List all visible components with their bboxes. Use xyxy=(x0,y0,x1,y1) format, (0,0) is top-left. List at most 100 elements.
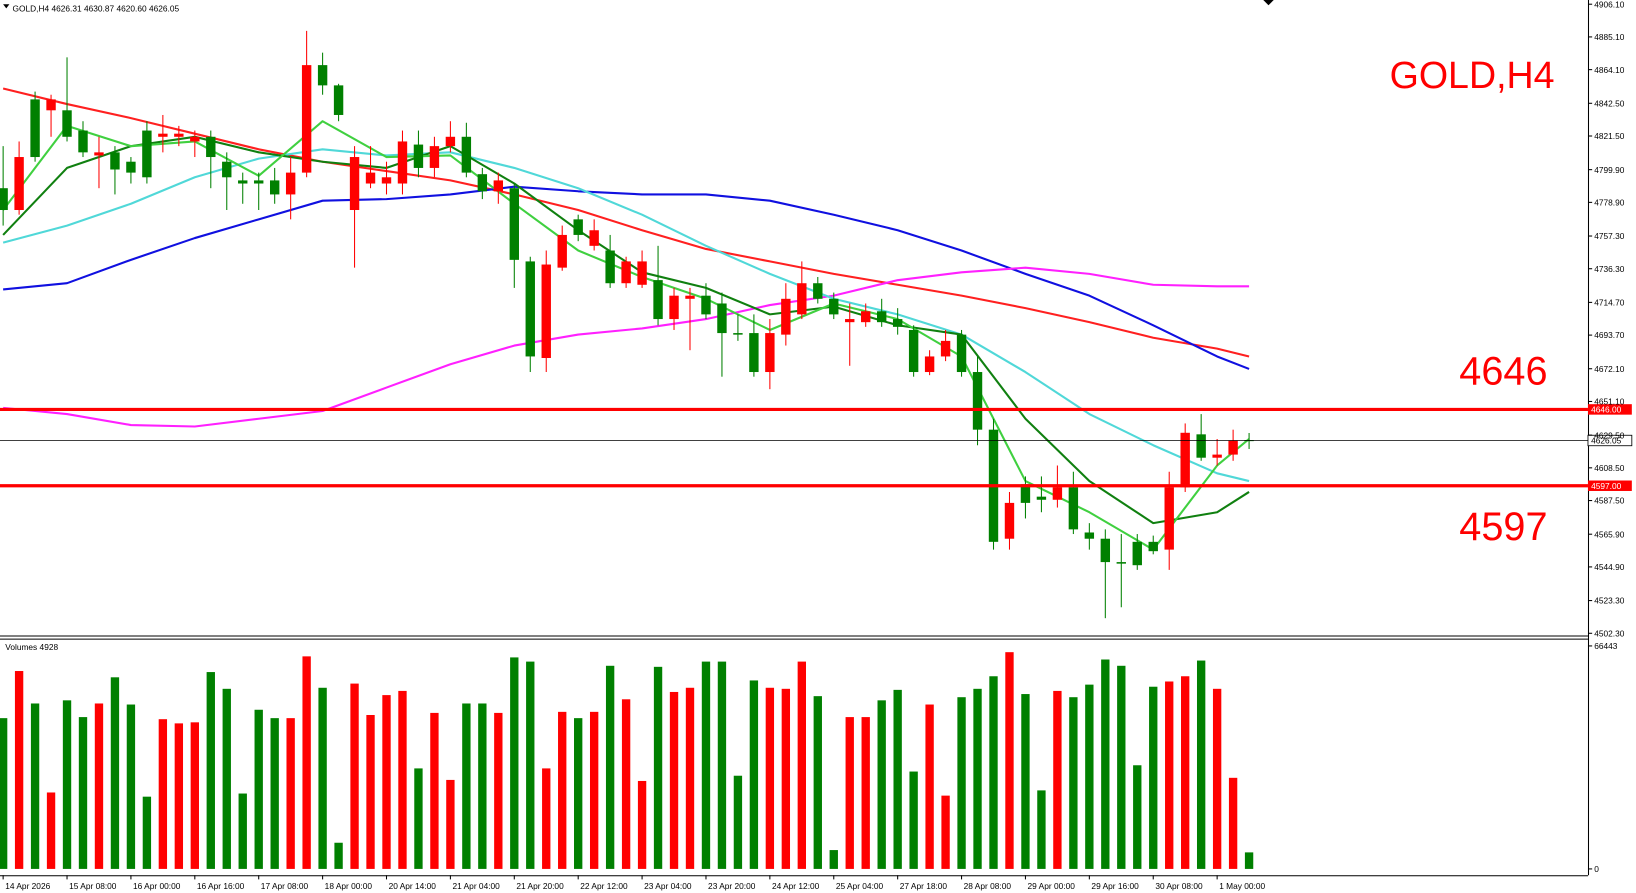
volume-bar xyxy=(190,722,199,869)
candle-body xyxy=(1052,487,1063,500)
y-tick-label: 4587.50 xyxy=(1594,496,1625,506)
volume-bar xyxy=(462,703,471,869)
volume-bar xyxy=(30,703,40,869)
volume-tick-label: 0 xyxy=(1594,864,1599,874)
candle-body xyxy=(110,152,120,170)
y-tick-label: 4502.30 xyxy=(1594,628,1625,638)
y-tick-label: 4651.10 xyxy=(1594,397,1625,407)
current-price-tag xyxy=(1587,434,1633,447)
volume-bar xyxy=(813,696,822,869)
candle-body xyxy=(797,283,807,315)
y-tick-label: 4608.50 xyxy=(1594,463,1625,473)
candle-body xyxy=(413,144,424,168)
level-big-label: 4597 xyxy=(1459,505,1547,549)
volume-bar xyxy=(765,687,775,869)
volume-bar xyxy=(0,718,8,869)
volume-bar xyxy=(318,687,327,869)
candle-body xyxy=(0,188,8,211)
volume-bar xyxy=(621,699,631,869)
x-tick-label: 27 Apr 18:00 xyxy=(900,881,948,891)
volume-bar xyxy=(957,697,966,869)
ma-line xyxy=(3,266,1250,428)
candle-body xyxy=(429,146,440,168)
y-tick-label: 4778.90 xyxy=(1594,197,1625,207)
volume-bar xyxy=(877,700,886,869)
x-tick-label: 15 Apr 08:00 xyxy=(69,881,117,891)
levels: 4646 4646.00 4597 4597.00 4626.05 xyxy=(0,349,1633,549)
candle-body xyxy=(813,283,823,299)
volume-bar xyxy=(669,691,679,869)
volume-bar xyxy=(1053,690,1062,869)
x-tick-label: 24 Apr 12:00 xyxy=(772,881,820,891)
volume-bar xyxy=(701,661,711,869)
ma-line xyxy=(3,185,1250,370)
candle-body xyxy=(861,311,871,323)
ma-line xyxy=(2,148,1250,483)
candle-body xyxy=(333,85,344,115)
candle-body xyxy=(829,298,839,315)
x-tick-label: 14 Apr 2026 xyxy=(5,881,50,891)
y-tick-label: 4544.90 xyxy=(1594,562,1625,572)
volume-bar xyxy=(605,665,615,869)
volume-bar xyxy=(637,780,647,869)
candle-body xyxy=(206,136,216,158)
x-tick-label: 21 Apr 04:00 xyxy=(452,881,500,891)
level-tag-label: 4597.00 xyxy=(1591,481,1622,491)
candle-body xyxy=(174,133,184,137)
y-tick-label: 4736.30 xyxy=(1594,264,1625,274)
volume-bar xyxy=(797,661,806,869)
volume-bar xyxy=(717,661,727,869)
volume-bar xyxy=(510,657,519,869)
candle-body xyxy=(940,340,951,357)
volume-bar xyxy=(973,688,982,869)
candle-body xyxy=(845,319,855,323)
x-tick-label: 30 Apr 08:00 xyxy=(1155,881,1203,891)
volume-bar xyxy=(1228,777,1238,869)
candle-body xyxy=(972,372,983,430)
candle-body xyxy=(94,152,104,156)
candle-body xyxy=(254,180,264,184)
current-price-label: 4626.05 xyxy=(1591,436,1622,446)
candle-body xyxy=(397,141,408,184)
candle-body xyxy=(1180,432,1190,488)
candle-body xyxy=(1228,440,1238,455)
level-big-label: 4646 xyxy=(1459,349,1547,393)
candle-body xyxy=(317,65,328,86)
candle-body xyxy=(749,333,759,373)
volume-bar xyxy=(558,711,567,869)
x-tick-label: 22 Apr 12:00 xyxy=(580,881,628,891)
volume-bar xyxy=(478,703,487,869)
volume-bar xyxy=(302,656,311,869)
candle-body xyxy=(717,303,727,334)
candle-body xyxy=(573,219,583,235)
volume-bar xyxy=(925,704,934,869)
volume-bar xyxy=(270,718,279,869)
volume-bar xyxy=(542,768,551,869)
candle-body xyxy=(46,99,56,111)
candle-body xyxy=(637,261,647,285)
volume-bar xyxy=(1181,676,1190,869)
level-tag xyxy=(1587,404,1632,415)
y-tick-label: 4906.10 xyxy=(1594,0,1625,9)
candle-body xyxy=(62,110,72,137)
ma-line xyxy=(2,87,1250,358)
volume-bar xyxy=(382,695,391,869)
candle-body xyxy=(908,329,919,373)
volume-bar xyxy=(1117,665,1126,869)
x-tick-label: 25 Apr 04:00 xyxy=(836,881,884,891)
candle-body xyxy=(1196,434,1206,458)
x-tick-label: 17 Apr 08:00 xyxy=(261,881,309,891)
y-tick-label: 4629.50 xyxy=(1594,430,1625,440)
candle-body xyxy=(924,356,935,373)
candle-body xyxy=(653,280,663,320)
level-tag xyxy=(1587,480,1632,491)
volume-bar xyxy=(861,717,870,869)
candle-body xyxy=(701,295,711,315)
x-tick-label: 21 Apr 20:00 xyxy=(516,881,564,891)
candle-body xyxy=(765,333,775,373)
volume-title-label: Volumes xyxy=(5,642,37,652)
volume-bar xyxy=(1101,659,1110,869)
candle-body xyxy=(876,311,887,323)
candle-body xyxy=(78,130,88,153)
